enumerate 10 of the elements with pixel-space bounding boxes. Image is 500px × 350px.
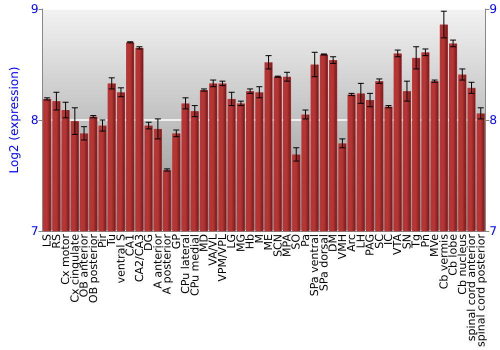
x-tick-label: A posterior (160, 234, 174, 294)
x-tick-label: OB posterior (86, 234, 100, 304)
y-tick-label: 9 (30, 2, 39, 16)
y2-tick-label: 9 (489, 2, 498, 16)
y2-tick-label: 8 (489, 113, 498, 128)
y-axis-title: Log2 (expression) (7, 66, 21, 174)
y-tick-label: 8 (30, 113, 39, 128)
y-tick-label: 7 (30, 224, 39, 238)
y2-tick-label: 7 (489, 224, 498, 238)
x-tick-label: Tg (410, 234, 423, 249)
